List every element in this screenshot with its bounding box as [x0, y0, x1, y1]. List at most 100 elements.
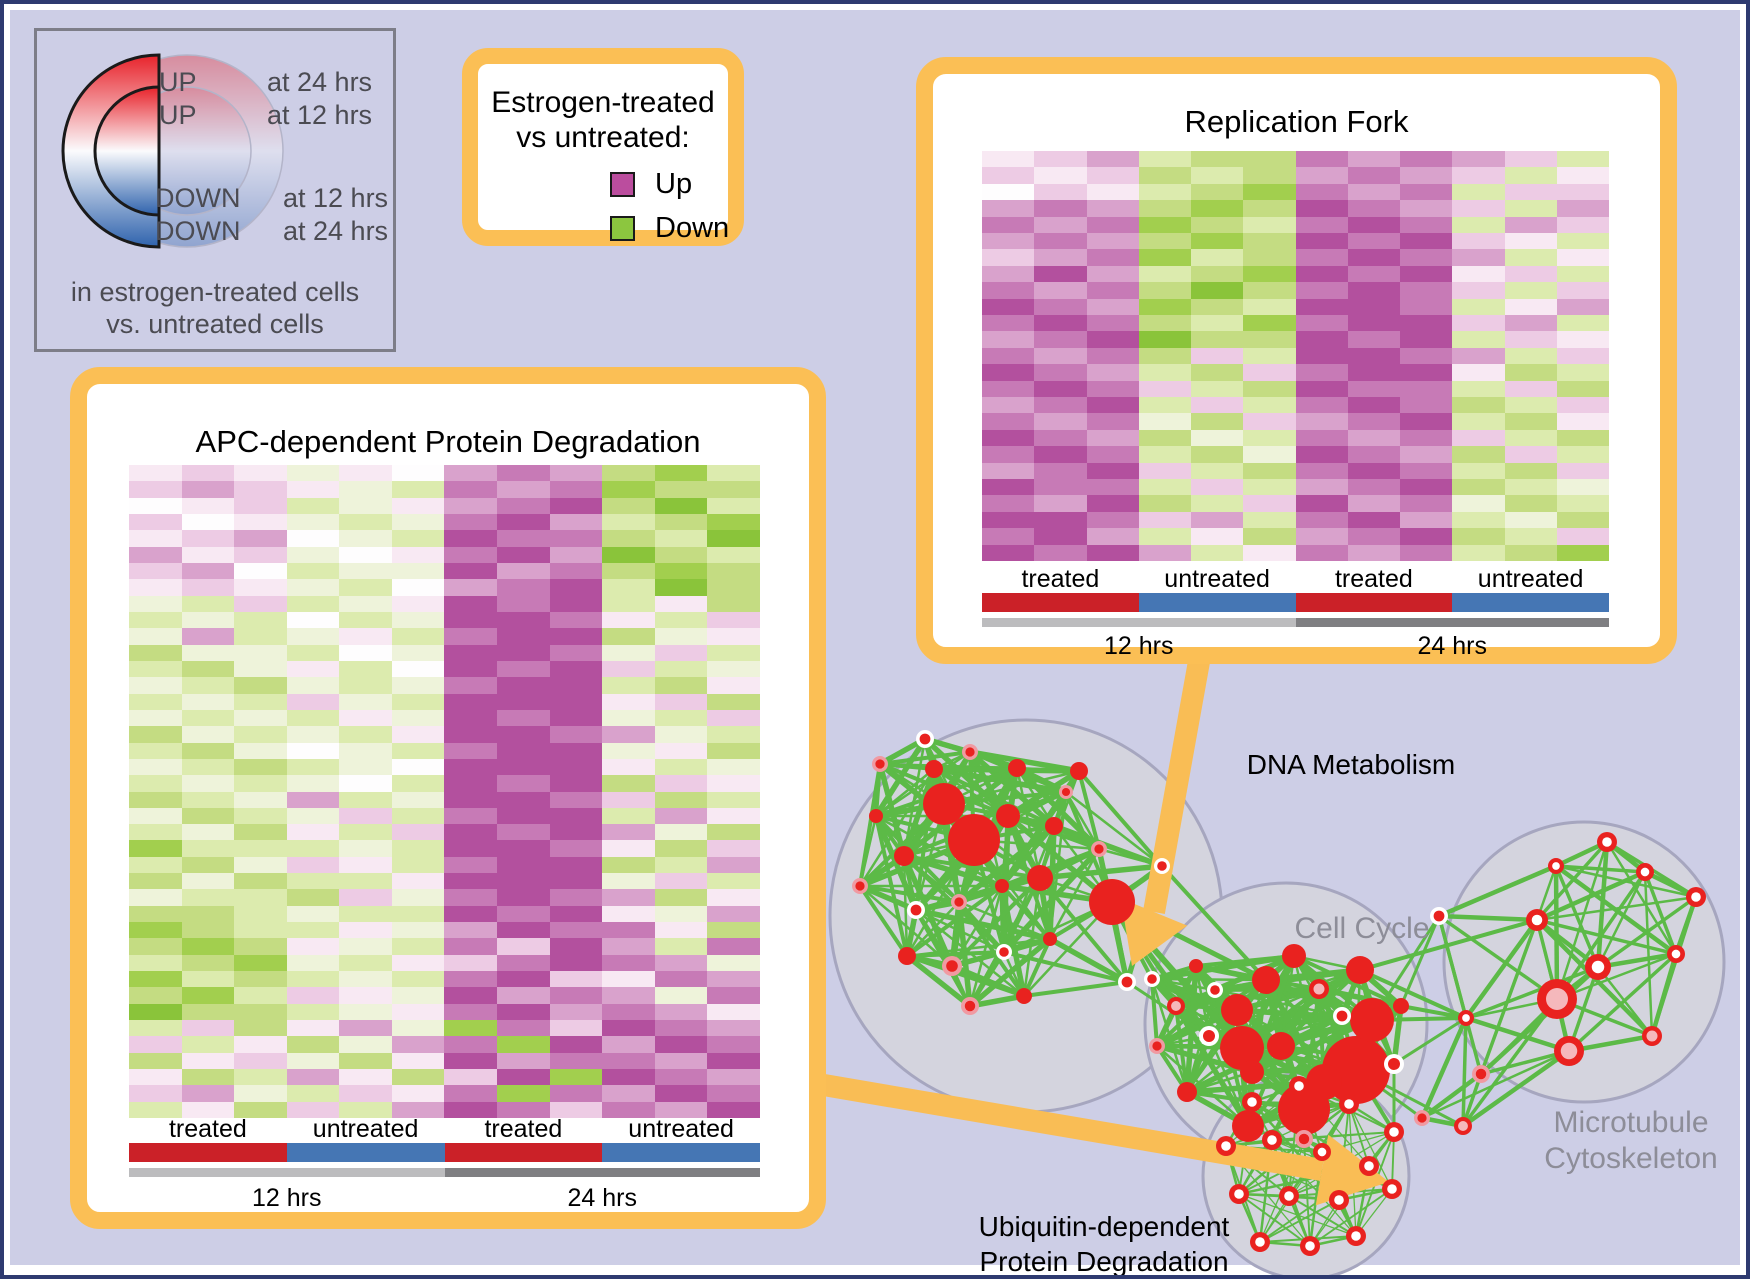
heatmap-cell — [391, 677, 445, 694]
heatmap-cell — [549, 513, 603, 531]
heatmap-cell — [129, 1101, 182, 1118]
heatmap-cell — [339, 856, 392, 874]
heatmap-cell — [1243, 216, 1296, 233]
heatmap-cell — [1034, 380, 1087, 397]
heatmap-cell — [286, 1085, 340, 1102]
hrs12-bar — [129, 1168, 445, 1177]
heatmap-cell — [444, 1101, 498, 1118]
heatmap-cell — [1504, 478, 1557, 496]
heatmap-cell — [234, 579, 287, 596]
heatmap-cell — [602, 497, 655, 514]
heatmap-cell — [1400, 298, 1453, 315]
heatmap-cell — [181, 513, 235, 531]
heatmap-cell — [1086, 528, 1139, 545]
heatmap-cell — [497, 1052, 550, 1070]
heatmap-cell — [654, 922, 708, 939]
heatmap-cell — [1452, 511, 1505, 529]
heatmap-cell — [1347, 232, 1400, 250]
heatmap-cell — [1347, 462, 1400, 479]
heatmap-cell — [1138, 495, 1191, 512]
heatmap-cell — [1347, 216, 1400, 233]
heatmap-cell — [286, 644, 340, 661]
heatmap-cell — [391, 611, 445, 629]
heatmap-cell — [234, 856, 287, 874]
heatmap-cell — [1452, 413, 1505, 430]
heatmap-cell — [1556, 544, 1609, 561]
heatmap-cell — [1452, 298, 1505, 315]
heatmap-cell — [549, 889, 603, 906]
heatmap-cell — [1191, 462, 1244, 479]
heatmap-cell — [654, 905, 708, 923]
ring-up-12-dir: UP — [159, 100, 197, 130]
heatmap-cell — [129, 840, 182, 857]
heatmap-cell — [391, 709, 445, 727]
heatmap-cell — [1034, 462, 1087, 479]
heatmap-cell — [129, 758, 182, 776]
heatmap-cell — [234, 1069, 287, 1086]
heatmap-cell — [181, 709, 235, 727]
heatmap-cell — [234, 905, 287, 923]
heatmap-cell — [181, 1069, 235, 1086]
heatmap-cell — [497, 726, 550, 743]
heatmap-cell — [1556, 446, 1609, 463]
heatmap-cell — [444, 481, 498, 498]
heatmap-cell — [444, 660, 498, 678]
legend-item-down: Down — [610, 212, 729, 245]
heatmap-cell — [286, 628, 340, 645]
heatmap-cell — [391, 513, 445, 531]
rf-group-untreated-12: untreated — [1164, 565, 1270, 593]
heatmap-cell — [1138, 151, 1191, 168]
heatmap-cell — [234, 562, 287, 580]
heatmap-cell — [286, 562, 340, 580]
heatmap-cell — [129, 873, 182, 890]
heatmap-cell — [181, 954, 235, 972]
heatmap-cell — [707, 938, 760, 955]
heatmap-cell — [602, 905, 655, 923]
treated-bar — [1295, 593, 1453, 612]
heatmap-cell — [129, 1069, 182, 1086]
rf-group-treated-24: treated — [1334, 565, 1413, 593]
heatmap-cell — [391, 660, 445, 678]
heatmap-cell — [1138, 528, 1191, 545]
heatmap-cell — [1452, 216, 1505, 233]
heatmap-cell — [339, 595, 392, 612]
heatmap-cell — [602, 546, 655, 563]
heatmap-cell — [339, 579, 392, 596]
heatmap-cell — [602, 856, 655, 874]
heatmap-cell — [286, 693, 340, 710]
heatmap-cell — [181, 971, 235, 988]
heatmap-cell — [602, 1085, 655, 1102]
ring-legend-circles — [61, 53, 284, 249]
heatmap-cell — [1086, 396, 1139, 414]
heatmap-cell — [1191, 167, 1244, 184]
hrs24-bar — [444, 1168, 760, 1177]
heatmap-cell — [339, 465, 392, 482]
apc-condition-bars — [129, 1143, 760, 1162]
heatmap-cell — [286, 1069, 340, 1086]
heatmap-cell — [1347, 183, 1400, 201]
heatmap-cell — [707, 824, 760, 841]
heatmap-cell — [181, 530, 235, 547]
heatmap-cell — [444, 562, 498, 580]
heatmap-cell — [1347, 249, 1400, 266]
heatmap-cell — [1295, 429, 1348, 447]
heatmap-cell — [391, 824, 445, 841]
heatmap-cell — [286, 922, 340, 939]
heatmap-cell — [129, 922, 182, 939]
heatmap-cell — [1295, 314, 1348, 332]
heatmap-cell — [549, 905, 603, 923]
estrogen-legend-title-2: vs untreated: — [516, 121, 690, 154]
heatmap-cell — [1034, 511, 1087, 529]
heatmap-cell — [444, 1052, 498, 1070]
heatmap-cell — [444, 775, 498, 792]
heatmap-cell — [1295, 265, 1348, 283]
ring-down-12-dir: DOWN — [155, 183, 241, 213]
heatmap-cell — [1452, 282, 1505, 299]
heatmap-cell — [234, 742, 287, 759]
heatmap-cell — [707, 677, 760, 694]
heatmap-cell — [339, 628, 392, 645]
heatmap-cell — [1086, 495, 1139, 512]
heatmap-cell — [339, 987, 392, 1004]
heatmap-cell — [707, 905, 760, 923]
heatmap-cell — [1086, 347, 1139, 365]
